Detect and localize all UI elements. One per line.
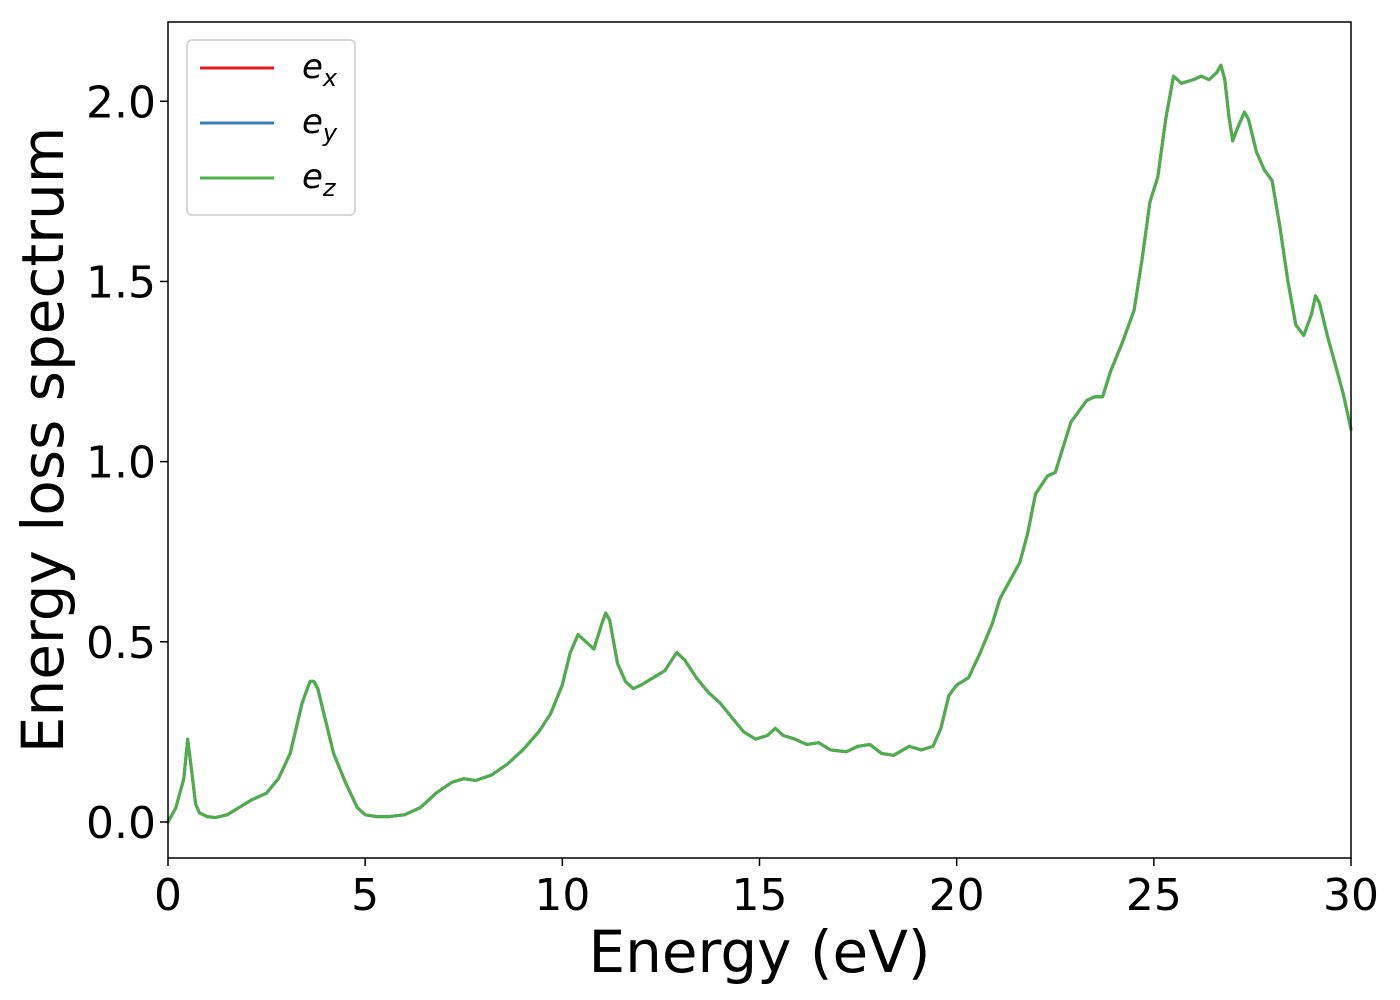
x-axis-label: Energy (eV): [588, 918, 930, 986]
x-tick-label: 0: [154, 870, 182, 921]
y-tick-label: 1.0: [86, 438, 156, 489]
y-tick-label: 2.0: [86, 77, 156, 128]
x-tick-label: 30: [1323, 870, 1379, 921]
x-axis-ticks: 0 5 10 15 20 25 30: [154, 858, 1379, 921]
x-tick-label: 10: [534, 870, 590, 921]
y-tick-label: 0.5: [86, 618, 156, 669]
legend-box: [186, 39, 356, 216]
y-tick-label: 0.0: [86, 798, 156, 849]
series-line-3: [166, 63, 1353, 824]
series-lines: [166, 63, 1353, 824]
x-tick-label: 5: [351, 870, 379, 921]
x-tick-label: 15: [732, 870, 788, 921]
y-axis-label: Energy loss spectrum: [9, 127, 77, 753]
y-axis-ticks: 0.0 0.5 1.0 1.5 2.0: [86, 77, 168, 849]
x-tick-label: 20: [929, 870, 985, 921]
y-tick-label: 1.5: [86, 257, 156, 308]
x-tick-label: 25: [1126, 870, 1182, 921]
plot-area: [168, 22, 1351, 858]
